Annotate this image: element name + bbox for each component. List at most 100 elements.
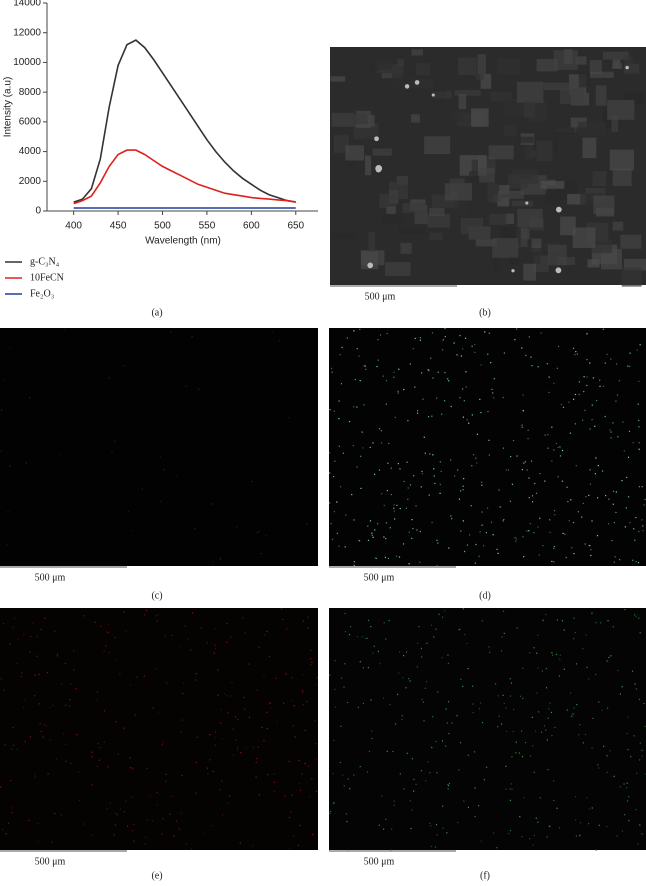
speckle (515, 752, 516, 753)
speckle (401, 719, 402, 720)
speckle (65, 705, 66, 706)
speckle (335, 660, 336, 661)
grain (504, 125, 517, 136)
speckle (576, 663, 577, 664)
speckle (266, 712, 267, 713)
panel-label: (f) (480, 870, 490, 881)
speckle (442, 349, 443, 350)
speckle (542, 545, 543, 546)
speckle (421, 471, 422, 472)
speckle (160, 501, 161, 502)
speckle (79, 800, 80, 801)
speckle (590, 549, 591, 550)
speckle (334, 461, 335, 462)
speckle (83, 615, 84, 616)
speckle (629, 431, 630, 432)
grain (458, 57, 476, 74)
speckle (482, 525, 483, 526)
speckle (372, 652, 373, 653)
speckle (410, 363, 411, 364)
speckle (586, 333, 587, 334)
speckle (498, 553, 499, 554)
grain (564, 49, 573, 64)
speckle (444, 400, 445, 401)
micrograph (329, 608, 646, 850)
grain (573, 228, 596, 249)
grain (381, 215, 404, 224)
grain (411, 78, 434, 88)
speckle (57, 654, 58, 655)
speckle (432, 377, 433, 378)
speckle (522, 756, 523, 757)
speckle (236, 527, 237, 528)
bright-spot (625, 66, 628, 69)
speckle (549, 519, 550, 520)
speckle (462, 388, 463, 389)
speckle (627, 366, 628, 367)
speckle (110, 803, 111, 804)
grain (365, 137, 372, 146)
speckle (282, 619, 283, 620)
speckle (546, 687, 547, 688)
speckle (11, 812, 12, 813)
speckle (500, 506, 501, 507)
speckle (480, 412, 481, 413)
speckle (25, 699, 26, 700)
speckle (286, 628, 287, 629)
speckle (443, 339, 444, 340)
speckle (76, 688, 77, 689)
speckle (270, 703, 271, 704)
speckle (532, 501, 533, 502)
speckle (503, 611, 504, 612)
speckle (597, 535, 598, 536)
speckle (215, 737, 216, 738)
speckle (444, 372, 445, 373)
speckle (181, 813, 182, 814)
speckle (634, 735, 635, 736)
speckle (597, 764, 598, 765)
speckle (447, 784, 448, 785)
speckle (259, 531, 260, 532)
speckle (303, 620, 304, 621)
speckle (396, 505, 397, 506)
speckle (99, 760, 100, 761)
speckle (634, 614, 635, 615)
speckle (65, 760, 66, 761)
speckle (638, 404, 639, 405)
speckle (398, 369, 399, 370)
speckle (407, 499, 408, 500)
speckle (3, 623, 4, 624)
speckle (534, 483, 535, 484)
speckle (547, 434, 548, 435)
speckle (608, 523, 609, 524)
speckle (562, 481, 563, 482)
speckle (529, 336, 530, 337)
speckle (488, 440, 489, 441)
speckle (215, 745, 216, 746)
speckle (627, 716, 628, 717)
speckle (329, 502, 330, 503)
speckle (462, 686, 463, 687)
speckle (181, 719, 182, 720)
speckle (559, 827, 560, 828)
scale-bar-label: 500 μm (364, 856, 395, 867)
speckle (91, 752, 92, 753)
speckle (387, 463, 388, 464)
grain (536, 140, 552, 161)
grain (624, 55, 632, 65)
speckle (360, 766, 361, 767)
speckle (570, 499, 571, 500)
speckle (610, 655, 611, 656)
speckle (445, 708, 446, 709)
speckle (339, 400, 340, 401)
speckle (385, 538, 386, 539)
speckle (389, 620, 390, 621)
speckle (240, 842, 241, 843)
speckle (362, 447, 363, 448)
speckle (315, 684, 316, 685)
speckle (415, 505, 416, 506)
speckle (468, 807, 469, 808)
speckle (536, 818, 537, 819)
speckle (25, 741, 26, 742)
